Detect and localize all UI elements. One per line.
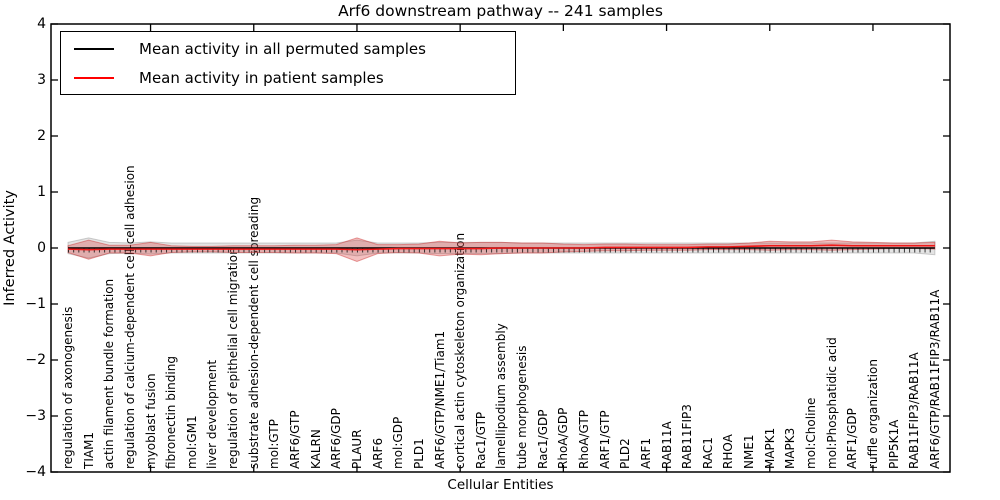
y-tick-label: 2 bbox=[37, 128, 46, 144]
x-category-label: mol:Choline bbox=[804, 397, 819, 469]
legend-row-patient: Mean activity in patient samples bbox=[61, 69, 515, 87]
x-category-label: PIP5K1A bbox=[886, 419, 901, 469]
x-category-label: KALRN bbox=[308, 429, 323, 469]
x-category-label: RHOA bbox=[721, 434, 736, 469]
legend-row-permuted: Mean activity in all permuted samples bbox=[61, 40, 515, 58]
x-category-label: mol:GM1 bbox=[184, 415, 199, 469]
y-tick-label: 3 bbox=[37, 72, 46, 88]
x-category-label: PLD1 bbox=[411, 438, 426, 469]
y-tick-label: 0 bbox=[37, 240, 46, 256]
x-category-label: substrate adhesion-dependent cell spread… bbox=[246, 196, 261, 469]
x-category-label: ARF1/GTP bbox=[597, 410, 612, 469]
x-category-label: PLAUR bbox=[349, 429, 364, 469]
x-category-label: Rac1/GTP bbox=[473, 411, 488, 469]
x-category-label: ARF1 bbox=[638, 437, 653, 469]
x-category-label: ARF6/GTP/NME1/Tiam1 bbox=[432, 330, 447, 469]
permuted-band bbox=[67, 237, 936, 259]
x-category-label: regulation of calcium-dependent cell-cel… bbox=[122, 165, 137, 469]
patient-line-swatch bbox=[74, 76, 114, 79]
patient-band bbox=[67, 237, 936, 262]
permuted-line-swatch bbox=[74, 47, 114, 50]
y-tick-label: −3 bbox=[25, 408, 46, 424]
x-axis-label: Cellular Entities bbox=[447, 477, 554, 493]
x-category-label: tube morphogenesis bbox=[515, 345, 530, 469]
x-category-label: actin filament bundle formation bbox=[102, 278, 117, 469]
x-category-label: RAC1 bbox=[700, 437, 715, 469]
x-category-label: fibronectin binding bbox=[164, 356, 179, 469]
x-category-label: ARF6/GTP/RAB11FIP3/RAB11A bbox=[927, 289, 942, 469]
y-tick-label: −2 bbox=[25, 352, 46, 368]
x-category-label: ruffle organization bbox=[865, 359, 880, 469]
legend-label-patient: Mean activity in patient samples bbox=[139, 68, 384, 87]
x-category-label: lamellipodium assembly bbox=[494, 323, 509, 469]
x-category-label: ARF6/GDP bbox=[329, 408, 344, 469]
y-axis-label: Inferred Activity bbox=[2, 190, 18, 306]
x-category-label: MAPK3 bbox=[783, 427, 798, 469]
x-category-label: mol:Phosphatidic acid bbox=[824, 337, 839, 469]
legend-label-permuted: Mean activity in all permuted samples bbox=[139, 39, 426, 58]
x-category-label: cortical actin cytoskeleton organization bbox=[453, 232, 468, 469]
x-category-label: RhoA/GDP bbox=[556, 407, 571, 469]
x-category-label: RhoA/GTP bbox=[577, 410, 591, 469]
x-category-label: RAB11FIP3 bbox=[680, 404, 695, 469]
x-category-label: ARF1/GDP bbox=[845, 408, 860, 469]
chart-title: Arf6 downstream pathway -- 241 samples bbox=[338, 2, 663, 20]
x-category-label: regulation of epithelial cell migration bbox=[226, 247, 241, 469]
y-tick-label: −1 bbox=[25, 296, 46, 312]
x-category-label: Rac1/GDP bbox=[535, 409, 550, 469]
x-category-label: NME1 bbox=[742, 434, 757, 469]
y-tick-label: −4 bbox=[25, 464, 46, 480]
x-category-label: RAB11FIP3/RAB11A bbox=[907, 352, 922, 469]
x-category-label: MAPK1 bbox=[762, 427, 777, 469]
x-category-label: TIAM1 bbox=[81, 431, 96, 469]
x-category-label: mol:GDP bbox=[391, 416, 406, 469]
x-category-label: regulation of axonogenesis bbox=[61, 306, 75, 469]
patient-mean-line bbox=[67, 244, 935, 251]
y-tick-label: 4 bbox=[37, 16, 46, 32]
x-category-label: mol:GTP bbox=[267, 419, 282, 469]
x-category-label: myoblast fusion bbox=[143, 373, 158, 469]
y-tick-label: 1 bbox=[37, 184, 46, 200]
x-category-label: liver development bbox=[205, 359, 220, 469]
legend: Mean activity in all permuted samples Me… bbox=[60, 31, 516, 95]
x-category-label: RAB11A bbox=[659, 421, 674, 469]
x-category-label: PLD2 bbox=[618, 438, 633, 469]
x-category-label: ARF6/GTP bbox=[288, 410, 303, 469]
x-category-label: ARF6 bbox=[370, 437, 385, 469]
